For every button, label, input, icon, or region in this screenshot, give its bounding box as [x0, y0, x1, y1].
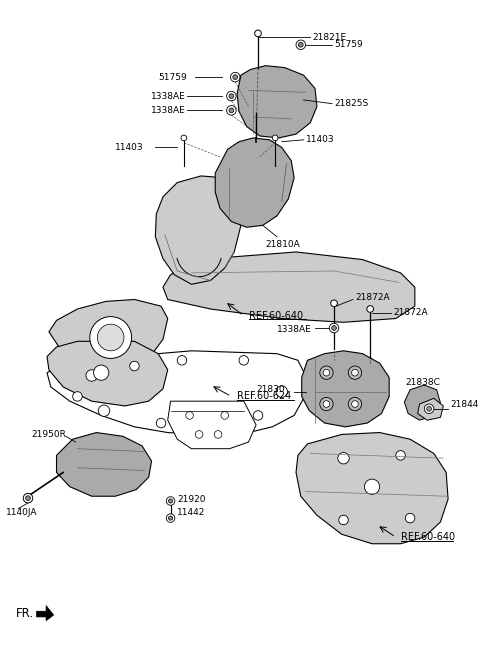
Circle shape [427, 407, 432, 411]
Text: 51759: 51759 [334, 40, 363, 49]
Text: 21872A: 21872A [355, 293, 390, 302]
Circle shape [177, 356, 187, 365]
Circle shape [299, 43, 303, 47]
Polygon shape [296, 432, 448, 544]
Text: 1338AE: 1338AE [277, 325, 312, 335]
Circle shape [227, 91, 236, 101]
Polygon shape [237, 66, 317, 138]
Circle shape [25, 496, 30, 501]
Polygon shape [47, 351, 306, 434]
Circle shape [23, 493, 33, 503]
Circle shape [130, 361, 139, 371]
Circle shape [367, 306, 373, 312]
Circle shape [195, 430, 203, 438]
Circle shape [396, 451, 405, 460]
Circle shape [352, 401, 358, 407]
Circle shape [90, 317, 132, 358]
Polygon shape [49, 300, 168, 373]
Circle shape [227, 106, 236, 115]
Circle shape [276, 386, 288, 398]
Text: 11442: 11442 [177, 508, 205, 517]
Text: 1140JA: 1140JA [6, 508, 37, 517]
Circle shape [156, 419, 166, 428]
Circle shape [255, 30, 261, 37]
Text: 21810A: 21810A [265, 240, 300, 249]
Text: 21825S: 21825S [334, 99, 368, 108]
Text: 21872A: 21872A [393, 308, 428, 318]
Circle shape [168, 516, 173, 520]
Circle shape [221, 411, 228, 419]
Circle shape [348, 398, 361, 411]
Circle shape [332, 325, 336, 331]
Circle shape [166, 497, 175, 505]
Text: 21838C: 21838C [405, 378, 440, 386]
Polygon shape [168, 401, 256, 449]
Polygon shape [163, 252, 415, 322]
Circle shape [215, 420, 225, 430]
Polygon shape [47, 341, 168, 406]
Circle shape [229, 108, 234, 113]
Text: REF.60-640: REF.60-640 [401, 532, 455, 542]
Circle shape [323, 369, 330, 376]
Text: REF.60-640: REF.60-640 [249, 311, 302, 321]
Circle shape [166, 514, 175, 522]
Circle shape [329, 323, 339, 333]
Text: 21821E: 21821E [312, 33, 346, 42]
Text: 1338AE: 1338AE [151, 92, 185, 100]
Circle shape [230, 72, 240, 82]
Circle shape [97, 324, 124, 351]
Circle shape [424, 404, 434, 413]
Circle shape [181, 135, 187, 141]
Text: FR.: FR. [16, 607, 34, 620]
Polygon shape [215, 138, 294, 227]
Circle shape [272, 135, 278, 141]
Circle shape [320, 366, 333, 379]
Circle shape [348, 366, 361, 379]
Circle shape [320, 398, 333, 411]
Text: 1338AE: 1338AE [151, 106, 185, 115]
Circle shape [296, 40, 306, 49]
Circle shape [72, 392, 82, 401]
Circle shape [233, 75, 238, 79]
Text: 11403: 11403 [306, 135, 334, 144]
Circle shape [339, 515, 348, 525]
Text: 11403: 11403 [116, 143, 144, 152]
Circle shape [405, 514, 415, 523]
Circle shape [239, 356, 249, 365]
Circle shape [98, 405, 110, 417]
Circle shape [94, 365, 109, 380]
Text: 21830: 21830 [256, 385, 285, 394]
Circle shape [168, 499, 173, 503]
Polygon shape [404, 385, 441, 420]
Circle shape [323, 401, 330, 407]
Circle shape [229, 94, 234, 98]
Circle shape [186, 411, 193, 419]
Text: 21920: 21920 [177, 495, 206, 504]
Circle shape [86, 370, 97, 381]
Text: 21844: 21844 [450, 400, 479, 409]
Text: 21950R: 21950R [32, 430, 67, 439]
Text: 51759: 51759 [158, 73, 187, 81]
Polygon shape [36, 605, 54, 621]
Circle shape [364, 479, 380, 495]
Polygon shape [57, 432, 152, 496]
Circle shape [331, 300, 337, 306]
Polygon shape [302, 351, 389, 427]
Circle shape [338, 453, 349, 464]
Polygon shape [156, 176, 244, 284]
Circle shape [214, 430, 222, 438]
Circle shape [253, 411, 263, 420]
Text: REF.60-624: REF.60-624 [237, 392, 291, 401]
Circle shape [352, 369, 358, 376]
Polygon shape [418, 398, 444, 420]
